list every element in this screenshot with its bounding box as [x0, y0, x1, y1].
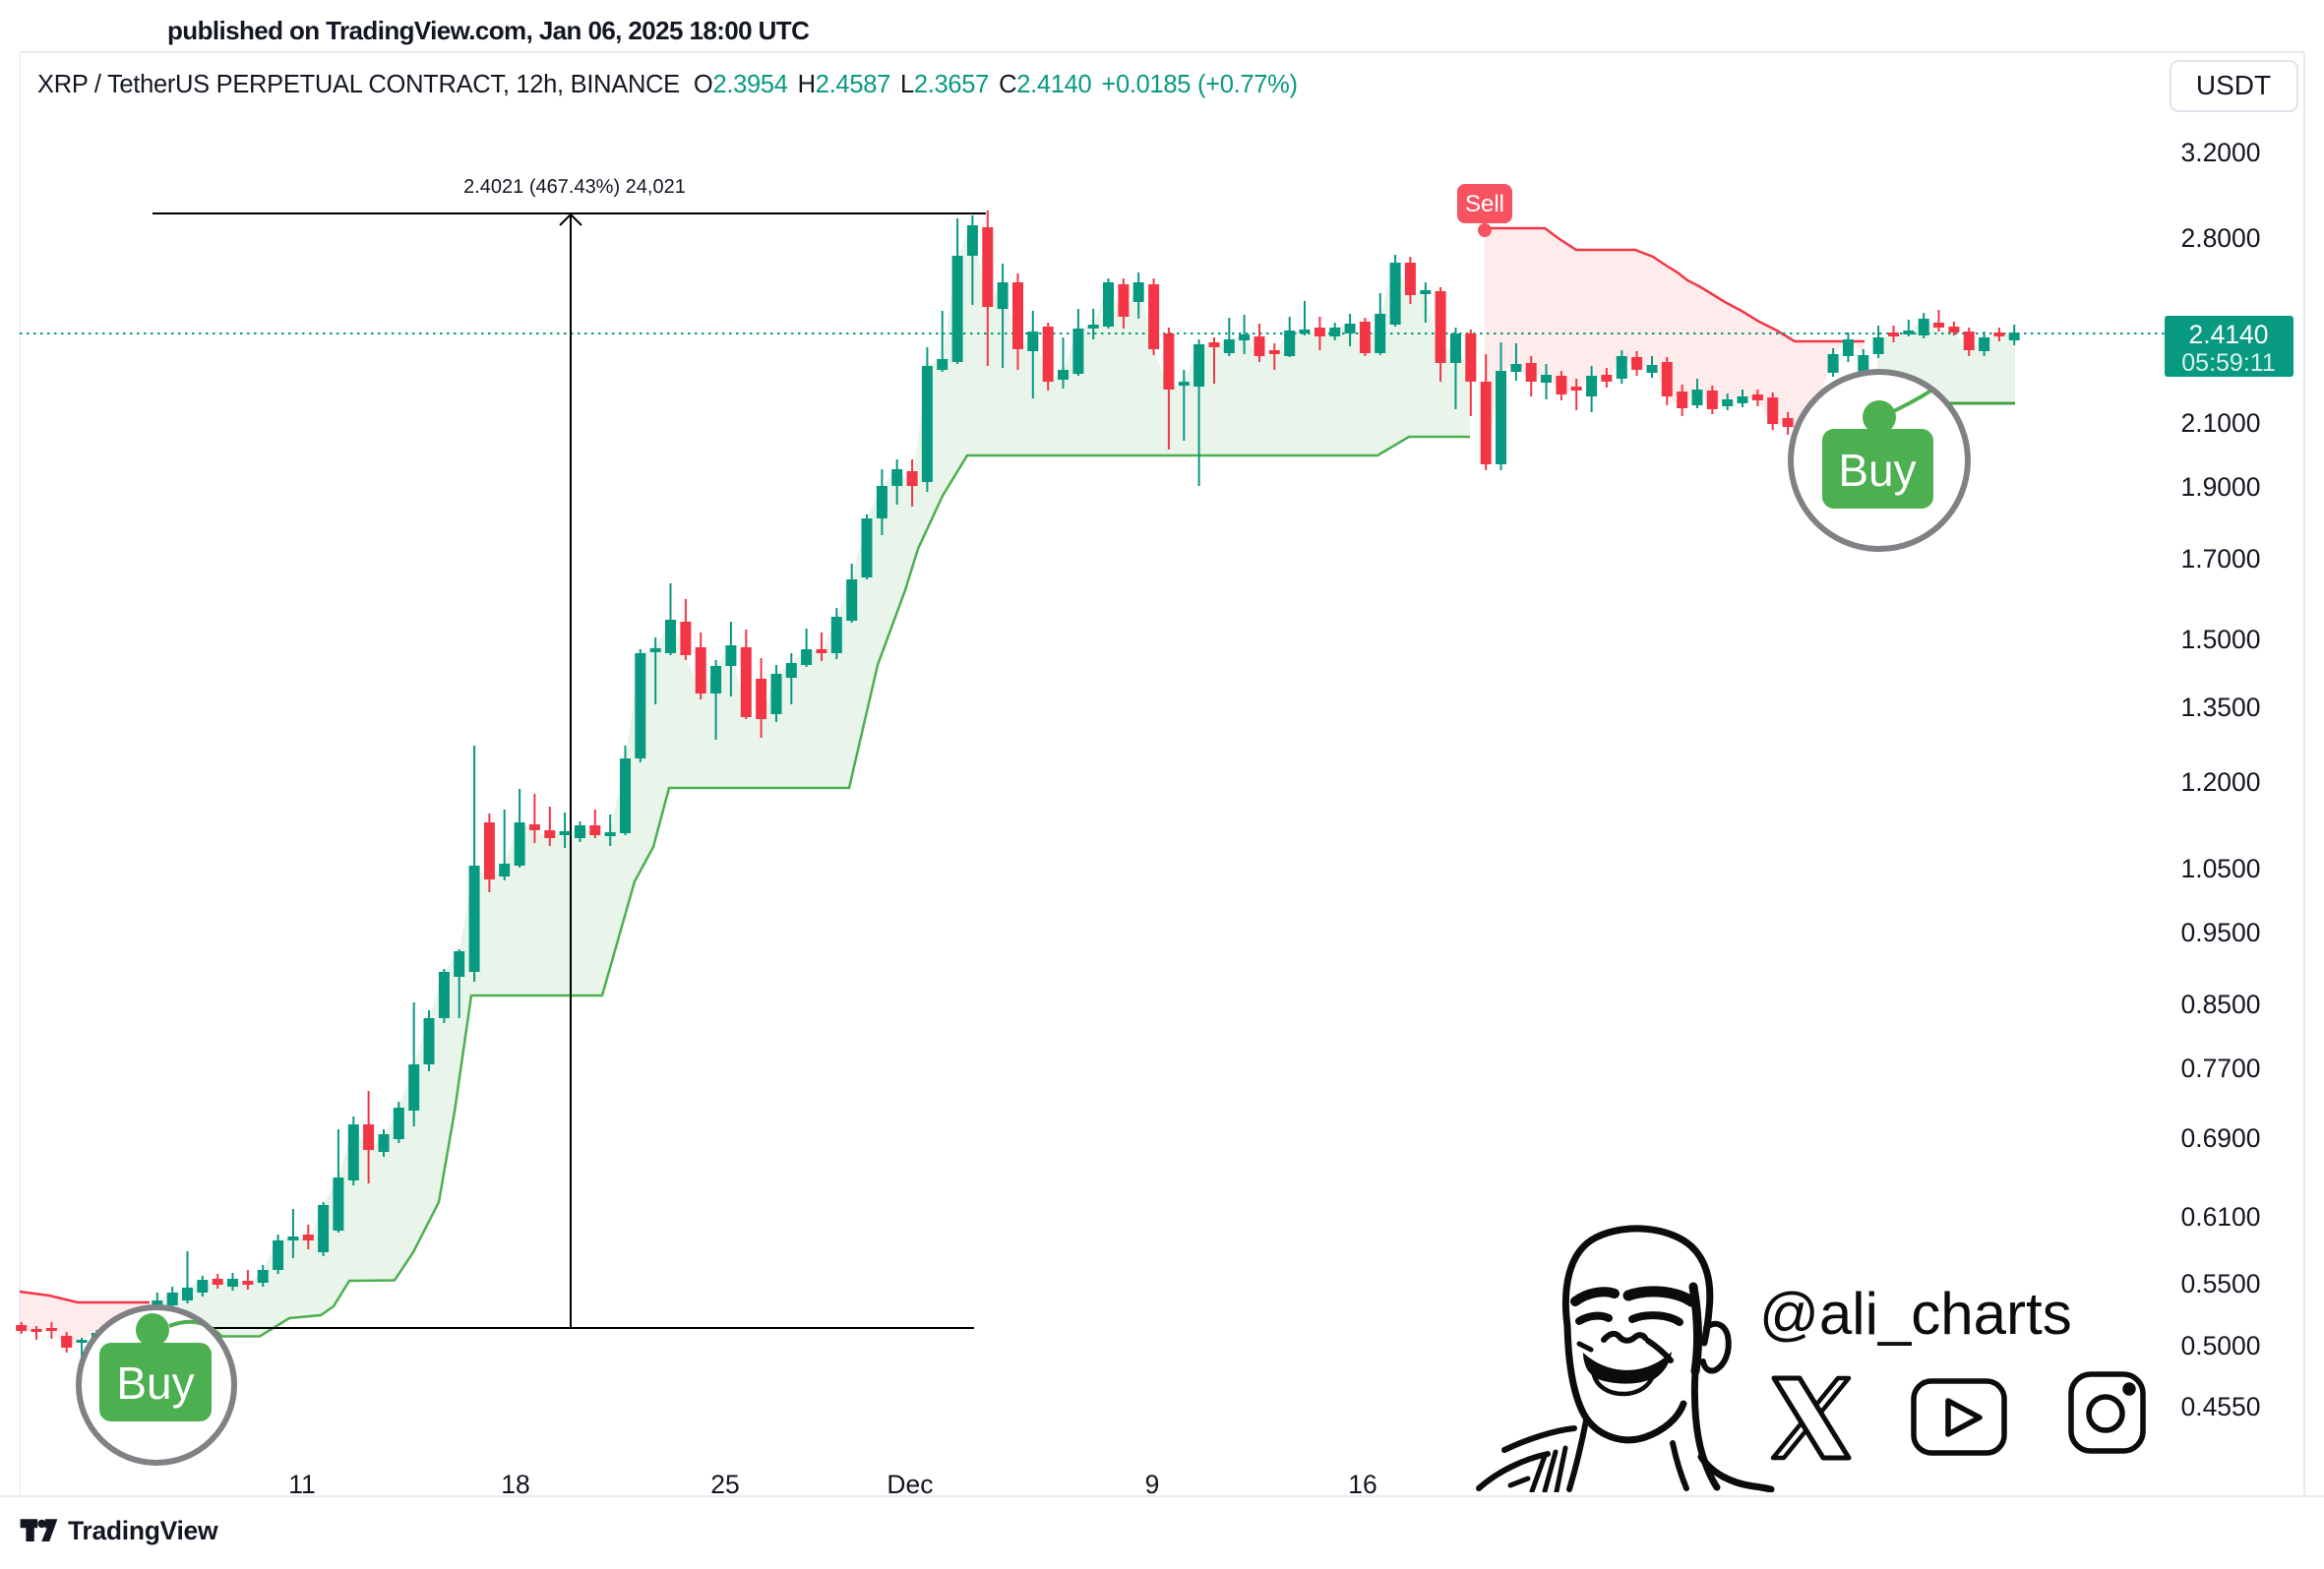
- svg-text:0.4550: 0.4550: [2180, 1392, 2260, 1421]
- svg-text:25: 25: [710, 1470, 739, 1499]
- svg-text:0.9500: 0.9500: [2180, 918, 2260, 947]
- svg-text:1.9000: 1.9000: [2180, 472, 2260, 502]
- svg-text:16: 16: [1348, 1470, 1376, 1499]
- svg-text:2.1000: 2.1000: [2180, 408, 2260, 438]
- svg-text:2.4140: 2.4140: [2188, 320, 2268, 349]
- svg-text:Dec: Dec: [887, 1470, 933, 1499]
- svg-text:11: 11: [288, 1470, 316, 1499]
- svg-text:0.7700: 0.7700: [2180, 1054, 2260, 1083]
- svg-text:1.2000: 1.2000: [2180, 767, 2260, 797]
- svg-text:18: 18: [501, 1470, 529, 1499]
- svg-text:0.6100: 0.6100: [2180, 1202, 2260, 1232]
- svg-text:Buy: Buy: [1838, 445, 1916, 496]
- svg-text:9: 9: [1145, 1470, 1160, 1499]
- svg-text:2.4021 (467.43%) 24,021: 2.4021 (467.43%) 24,021: [463, 176, 686, 198]
- svg-text:Buy: Buy: [116, 1358, 194, 1409]
- svg-text:0.6900: 0.6900: [2180, 1123, 2260, 1153]
- svg-text:1.7000: 1.7000: [2180, 544, 2260, 573]
- svg-text:1.3500: 1.3500: [2180, 693, 2260, 722]
- svg-text:0.5000: 0.5000: [2180, 1331, 2260, 1360]
- svg-text:@ali_charts: @ali_charts: [1759, 1281, 2072, 1347]
- svg-text:Sell: Sell: [1465, 191, 1504, 217]
- svg-text:1.5000: 1.5000: [2180, 625, 2260, 654]
- svg-text:published on TradingView.com,: published on TradingView.com, Jan 06, 20…: [167, 16, 810, 45]
- svg-text:2.8000: 2.8000: [2180, 223, 2260, 253]
- svg-text:1.0500: 1.0500: [2180, 854, 2260, 883]
- svg-text:USDT: USDT: [2196, 70, 2271, 100]
- svg-text:0.5500: 0.5500: [2180, 1269, 2260, 1298]
- svg-text:0.8500: 0.8500: [2180, 990, 2260, 1019]
- svg-text:05:59:11: 05:59:11: [2181, 349, 2275, 377]
- svg-text:TradingView: TradingView: [68, 1516, 218, 1545]
- svg-text:3.2000: 3.2000: [2180, 138, 2260, 167]
- svg-text:XRP / TetherUS PERPETUAL CONTR: XRP / TetherUS PERPETUAL CONTRACT, 12h, …: [37, 71, 1298, 98]
